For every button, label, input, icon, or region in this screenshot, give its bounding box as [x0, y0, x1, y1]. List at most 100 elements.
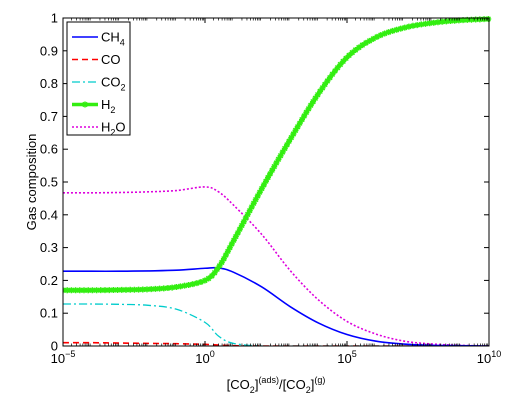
legend-label-ch4: CH4	[101, 30, 125, 48]
y-tick-label: 0.5	[40, 175, 58, 190]
series-point	[340, 58, 347, 65]
series-point	[349, 49, 356, 56]
series-point	[97, 287, 104, 294]
series-point	[68, 287, 75, 294]
x-tick-label: 1010	[477, 349, 501, 366]
x-tick-label: 10−5	[51, 349, 76, 366]
series-point	[127, 286, 134, 293]
series-point	[314, 91, 321, 98]
series-point	[222, 252, 229, 259]
series-point	[135, 286, 142, 293]
series-point	[355, 44, 362, 51]
series-point	[301, 112, 308, 119]
series-point	[414, 22, 421, 29]
series-point	[362, 39, 369, 46]
series-point	[485, 16, 492, 23]
series-point	[292, 127, 299, 134]
series-point	[262, 178, 269, 185]
series-point	[228, 240, 235, 247]
series-point	[410, 22, 417, 29]
series-point	[232, 233, 239, 240]
series-point	[397, 25, 404, 32]
series-point	[218, 259, 225, 266]
series-point	[185, 281, 192, 288]
series-point	[439, 18, 446, 25]
series-point	[211, 269, 218, 276]
series-point	[226, 244, 233, 251]
series-point	[405, 23, 412, 30]
series-point	[139, 286, 146, 293]
series-point	[326, 74, 333, 81]
series-point	[373, 33, 380, 40]
series-point	[160, 285, 167, 292]
series-point	[271, 163, 278, 170]
series-point	[366, 37, 373, 44]
y-tick-label: 0.9	[40, 43, 58, 58]
series-point	[169, 284, 176, 291]
series-point	[310, 98, 317, 105]
series-point	[381, 30, 388, 37]
series-point	[324, 77, 331, 84]
series-point	[329, 71, 336, 78]
series-point	[244, 211, 251, 218]
series-point	[447, 18, 454, 25]
series-point	[343, 55, 350, 62]
series-point	[205, 275, 212, 282]
series-point	[370, 35, 377, 42]
series-point	[426, 20, 433, 27]
series-point	[303, 109, 310, 116]
y-tick-label: 0.3	[40, 240, 58, 255]
series-point	[401, 24, 408, 31]
series-point	[260, 181, 267, 188]
series-line-co2	[63, 303, 489, 346]
series-line-h2o	[63, 186, 490, 346]
series-point	[118, 286, 125, 293]
series-point	[224, 248, 231, 255]
series-point	[193, 280, 200, 287]
series-point	[246, 207, 253, 214]
series-point	[418, 21, 425, 28]
y-tick-label: 0.7	[40, 109, 58, 124]
series-point	[248, 203, 255, 210]
series-point	[101, 287, 108, 294]
legend-label-co: CO	[101, 52, 121, 67]
series-point	[346, 52, 353, 59]
series-point	[197, 278, 204, 285]
x-tick-label: 100	[195, 349, 214, 366]
series-point	[393, 26, 400, 33]
series-point	[238, 222, 245, 229]
series-point	[273, 159, 280, 166]
series-point	[189, 281, 196, 288]
series-point	[148, 286, 155, 293]
series-point	[114, 286, 121, 293]
series-point	[177, 283, 184, 290]
y-tick-label: 0.8	[40, 76, 58, 91]
series-point	[214, 266, 221, 273]
series-point	[377, 32, 384, 39]
series-point	[460, 17, 467, 24]
y-tick-label: 0.2	[40, 273, 58, 288]
y-axis-label: Gas composition	[24, 134, 39, 231]
series-point	[216, 262, 223, 269]
series-point	[481, 16, 488, 23]
legend-label-co2: CO2	[101, 75, 126, 93]
series-point	[279, 149, 286, 156]
x-tick-label: 105	[337, 349, 356, 366]
series-point	[451, 17, 458, 24]
series-point	[443, 18, 450, 25]
series-point	[220, 255, 227, 262]
y-tick-label: 0.6	[40, 142, 58, 157]
series-markers-h2	[63, 16, 492, 294]
series-point	[286, 138, 293, 145]
series-point	[476, 16, 483, 23]
series-point	[208, 272, 215, 279]
series-point	[317, 88, 324, 95]
series-point	[131, 286, 138, 293]
series-point	[359, 42, 366, 49]
y-tick-label: 0	[51, 339, 58, 354]
series-point	[143, 286, 150, 293]
series-point	[334, 64, 341, 71]
series-point	[256, 189, 263, 196]
series-point	[472, 16, 479, 23]
